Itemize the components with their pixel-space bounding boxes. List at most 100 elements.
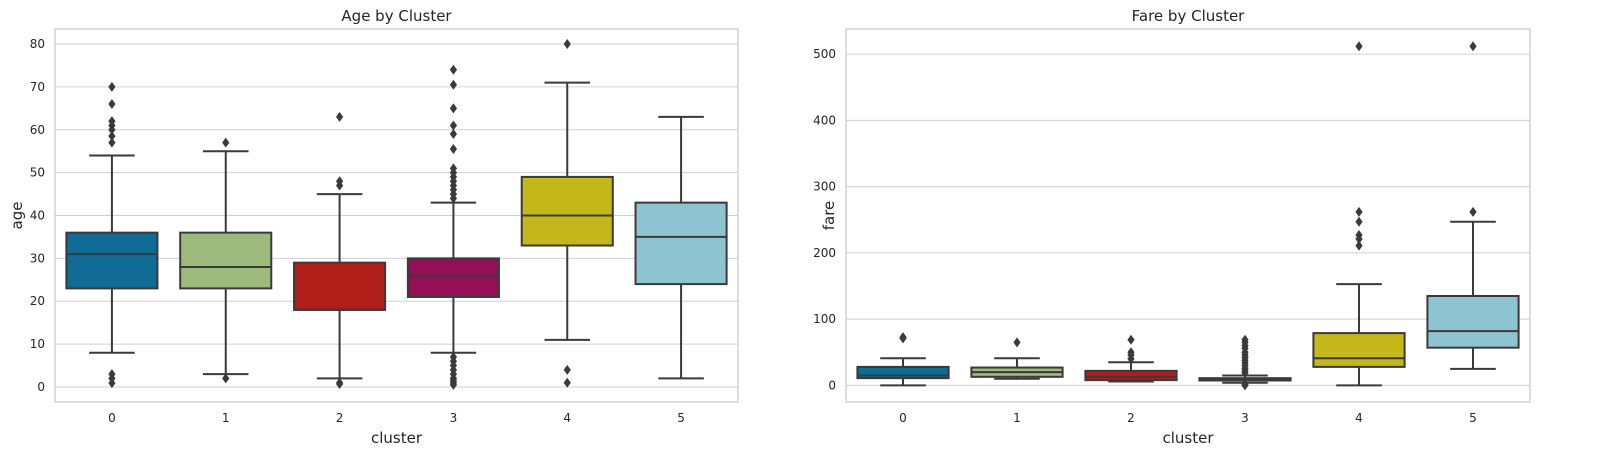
flier-point [1355, 240, 1363, 251]
x-tick-label: 5 [1469, 411, 1477, 425]
flier-point [1469, 41, 1477, 52]
flier-point [449, 79, 458, 90]
flier-point [563, 39, 571, 50]
axes-frame [54, 28, 739, 403]
box [1426, 294, 1520, 349]
flier-point [335, 176, 344, 187]
x-tick-label: 2 [336, 411, 344, 425]
box-3 [406, 64, 500, 390]
y-tick-label: 200 [813, 246, 836, 260]
x-axis-label: cluster [1162, 429, 1214, 447]
x-tick-label: 2 [1127, 411, 1135, 425]
box-5 [634, 115, 728, 380]
flier-point [449, 129, 458, 140]
x-tick-label: 1 [222, 411, 230, 425]
y-tick-label: 500 [813, 47, 836, 61]
box-3 [1198, 334, 1292, 391]
axes-frame [845, 28, 1531, 403]
x-tick-label: 3 [450, 411, 458, 425]
y-tick-label: 60 [30, 123, 45, 137]
box-1 [179, 137, 273, 384]
flier-point [1355, 206, 1363, 217]
flier-point [563, 377, 571, 388]
y-axis-label: fare [820, 201, 838, 231]
y-gridlines [55, 43, 738, 388]
y-tick-label: 30 [30, 251, 45, 265]
box-1 [970, 337, 1064, 380]
flier-point [1241, 379, 1249, 390]
flier-point [449, 64, 458, 75]
x-tick-label: 0 [899, 411, 907, 425]
x-tick-label: 4 [1355, 411, 1363, 425]
x-tick-label: 5 [677, 411, 685, 425]
box-2 [293, 111, 387, 389]
flier-point [335, 111, 344, 122]
flier-point [1127, 347, 1135, 358]
flier-point [222, 373, 230, 384]
y-tick-label: 0 [37, 380, 45, 394]
box [634, 201, 728, 286]
flier-point [449, 144, 458, 155]
chart-title: Age by Cluster [341, 7, 452, 25]
x-tick-label: 4 [563, 411, 571, 425]
y-tick-label: 70 [30, 80, 45, 94]
chart-title: Fare by Cluster [1132, 7, 1246, 25]
flier-point [1355, 216, 1363, 227]
flier-point [1469, 206, 1477, 217]
boxes [65, 39, 728, 390]
y-tick-labels: 0 100 200 300 400 500 [813, 47, 836, 392]
box [1084, 369, 1178, 382]
flier-point [222, 137, 230, 148]
y-tick-label: 0 [828, 378, 836, 392]
box-0 [65, 81, 159, 389]
y-tick-label: 20 [30, 294, 45, 308]
flier-point [108, 131, 116, 142]
flier-point [335, 377, 344, 388]
flier-point [449, 351, 458, 362]
box [293, 261, 387, 311]
box [179, 231, 273, 290]
flier-point [1127, 334, 1135, 345]
flier-point [899, 332, 907, 343]
box [1312, 332, 1406, 368]
y-tick-labels: 0 10 20 30 40 50 60 70 80 [30, 37, 45, 394]
flier-point [1013, 337, 1021, 348]
y-tick-label: 100 [813, 312, 836, 326]
y-tick-label: 40 [30, 209, 45, 223]
x-tick-label: 3 [1241, 411, 1249, 425]
x-tick-label: 0 [108, 411, 116, 425]
plot-area [846, 29, 1530, 402]
y-tick-label: 300 [813, 180, 836, 194]
flier-point [108, 81, 116, 92]
flier-point [1241, 334, 1249, 345]
flier-point [449, 163, 458, 174]
x-axis-label: cluster [371, 429, 423, 447]
flier-point [108, 369, 116, 380]
flier-point [108, 137, 116, 148]
box [856, 365, 950, 380]
box [406, 257, 500, 298]
y-gridlines [846, 53, 1530, 386]
x-tick-labels: 0 1 2 3 4 5 [108, 411, 685, 425]
y-axis-label: age [8, 202, 26, 230]
y-tick-label: 50 [30, 166, 45, 180]
box-4 [520, 39, 614, 388]
box [65, 231, 159, 290]
box-0 [856, 332, 950, 387]
x-tick-labels: 0 1 2 3 4 5 [899, 411, 1477, 425]
flier-point [108, 99, 116, 110]
flier-point [563, 364, 571, 375]
flier-point [449, 120, 458, 131]
flier-point [1355, 41, 1363, 52]
x-tick-label: 1 [1013, 411, 1021, 425]
flier-point [108, 116, 116, 127]
y-tick-label: 400 [813, 113, 836, 127]
flier-point [449, 103, 458, 114]
y-tick-label: 10 [30, 337, 45, 351]
boxes [856, 41, 1520, 391]
box [520, 175, 614, 247]
